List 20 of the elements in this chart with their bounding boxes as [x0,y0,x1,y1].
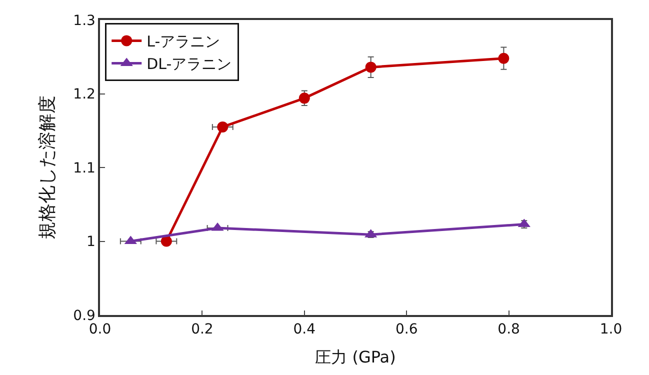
y-tick-label: 1 [86,234,96,250]
legend-label: L-アラニン [146,32,220,51]
point [217,121,228,132]
x-tick-label: 0.0 [88,322,112,338]
y-tick-label: 0.9 [73,308,96,324]
point [160,236,172,247]
y-axis-title: 規格化した溶解度 [36,96,58,240]
point [498,52,510,64]
y-tick-label: 1.1 [73,160,96,176]
x-axis-title: 圧力 (GPa) [315,348,396,367]
x-tick-label: 0.4 [293,322,316,338]
legend-label: DL-アラニン [146,55,232,74]
point [365,62,376,73]
point [298,92,310,104]
y-tick-label: 1.2 [73,86,96,103]
y-tick-label: 1.3 [73,12,96,29]
x-tick-label: 0.8 [498,322,520,338]
x-tick-label: 1.0 [600,322,622,338]
x-tick-label: 0.6 [395,322,418,338]
x-tick-label: 0.2 [191,322,214,338]
